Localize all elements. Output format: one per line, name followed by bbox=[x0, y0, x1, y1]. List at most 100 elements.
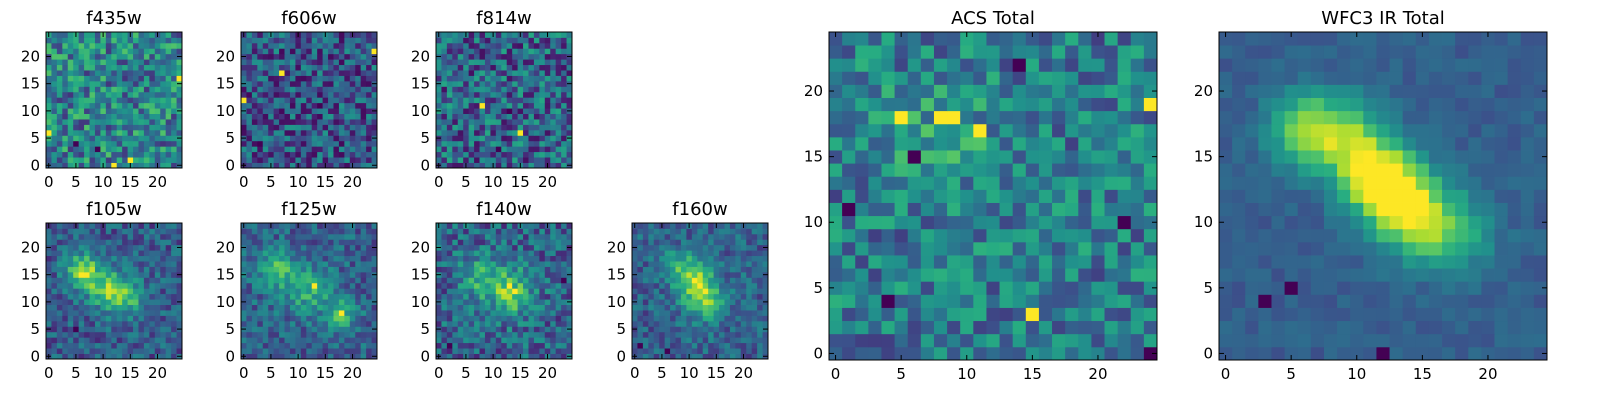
heatmap-cell bbox=[441, 315, 448, 322]
heatmap-cell bbox=[436, 97, 442, 104]
heatmap-cell bbox=[686, 239, 693, 246]
heatmap-cell bbox=[268, 140, 275, 147]
heatmap-cell bbox=[539, 223, 546, 229]
heatmap-cell bbox=[474, 244, 480, 251]
heatmap-cell bbox=[273, 261, 280, 267]
heatmap-cell bbox=[317, 250, 323, 257]
heatmap-cell bbox=[116, 119, 123, 125]
heatmap-cell bbox=[474, 304, 480, 311]
heatmap-cell bbox=[56, 135, 63, 142]
heatmap-cell bbox=[561, 70, 567, 76]
heatmap-cell bbox=[295, 48, 302, 55]
heatmap-cell bbox=[111, 113, 118, 120]
heatmap-cell bbox=[62, 277, 69, 284]
heatmap-cell bbox=[523, 124, 529, 131]
heatmap-cell bbox=[468, 348, 475, 354]
heatmap-cell bbox=[544, 42, 551, 49]
heatmap-cell bbox=[561, 129, 567, 136]
heatmap-cell bbox=[355, 271, 362, 278]
heatmap-cell bbox=[495, 320, 502, 327]
heatmap-cell bbox=[322, 64, 329, 71]
heatmap-cell bbox=[100, 75, 107, 82]
heatmap-cell bbox=[366, 91, 372, 98]
heatmap-cell bbox=[338, 326, 345, 333]
heatmap-cell bbox=[561, 348, 567, 354]
heatmap-cell bbox=[100, 266, 107, 273]
heatmap-cell bbox=[344, 108, 351, 114]
heatmap-cell bbox=[762, 250, 769, 257]
heatmap-cell bbox=[868, 320, 882, 335]
heatmap-cell bbox=[457, 228, 464, 235]
heatmap-cell bbox=[1038, 346, 1053, 361]
heatmap-cell bbox=[371, 75, 378, 82]
heatmap-cell bbox=[637, 261, 644, 267]
heatmap-cell bbox=[306, 124, 313, 131]
heatmap-cell bbox=[344, 271, 351, 278]
heatmap-cell bbox=[664, 293, 671, 300]
heatmap-cell bbox=[273, 250, 280, 257]
heatmap-cell bbox=[105, 337, 112, 344]
heatmap-cell bbox=[457, 310, 464, 316]
heatmap-cell bbox=[111, 91, 118, 98]
heatmap-cell bbox=[306, 53, 313, 60]
heatmap-cell bbox=[702, 304, 709, 311]
heatmap-cell bbox=[94, 113, 101, 120]
heatmap-cell bbox=[349, 70, 356, 76]
heatmap-cell bbox=[111, 151, 118, 158]
heatmap-cell bbox=[1143, 189, 1158, 203]
heatmap-cell bbox=[62, 353, 69, 360]
heatmap-cell bbox=[122, 299, 128, 305]
heatmap-cell bbox=[73, 331, 80, 338]
heatmap-cell bbox=[842, 163, 856, 177]
heatmap-cell bbox=[495, 59, 502, 66]
heatmap-cell bbox=[366, 97, 372, 104]
heatmap-cell bbox=[176, 288, 183, 295]
heatmap-cell bbox=[675, 315, 682, 322]
heatmap-cell bbox=[360, 293, 367, 300]
heatmap-cell bbox=[1025, 268, 1040, 282]
heatmap-cell bbox=[122, 239, 128, 246]
heatmap-cell bbox=[512, 255, 518, 262]
heatmap-cell bbox=[468, 129, 475, 136]
heatmap-cell bbox=[517, 337, 524, 344]
heatmap-cell bbox=[165, 97, 172, 104]
heatmap-cell bbox=[122, 271, 128, 278]
heatmap-cell bbox=[523, 331, 529, 338]
heatmap-cell bbox=[544, 239, 551, 246]
heatmap-cell bbox=[311, 140, 318, 147]
heatmap-cell bbox=[338, 59, 345, 66]
heatmap-cell bbox=[94, 97, 101, 104]
heatmap-cell bbox=[62, 102, 69, 109]
heatmap-cell bbox=[751, 261, 758, 267]
heatmap-cell bbox=[479, 59, 486, 66]
heatmap-cell bbox=[506, 59, 513, 66]
heatmap-cell bbox=[251, 266, 258, 273]
heatmap-cell bbox=[642, 326, 649, 333]
heatmap-cell bbox=[311, 320, 318, 327]
heatmap-cell bbox=[311, 326, 318, 333]
heatmap-cell bbox=[338, 119, 345, 125]
heatmap-cell bbox=[920, 215, 935, 230]
heatmap-cell bbox=[295, 315, 302, 322]
heatmap-cell bbox=[67, 102, 74, 109]
heatmap-cell bbox=[523, 97, 529, 104]
heatmap-cell bbox=[360, 64, 367, 71]
heatmap-cell bbox=[446, 228, 453, 235]
heatmap-cell bbox=[257, 315, 264, 322]
heatmap-cell bbox=[111, 64, 118, 71]
heatmap-cell bbox=[446, 293, 453, 300]
heatmap-cell bbox=[550, 140, 557, 147]
heatmap-cell bbox=[78, 250, 85, 257]
heatmap-cell bbox=[279, 108, 285, 114]
heatmap-cell bbox=[94, 86, 101, 93]
heatmap-cell bbox=[306, 342, 313, 349]
heatmap-cell bbox=[659, 304, 666, 311]
heatmap-cell bbox=[165, 244, 172, 251]
heatmap-cell bbox=[78, 91, 85, 98]
heatmap-cell bbox=[300, 331, 307, 338]
heatmap-cell bbox=[528, 223, 535, 229]
heatmap-cell bbox=[495, 42, 502, 49]
heatmap-cell bbox=[484, 261, 491, 267]
heatmap-cell bbox=[78, 353, 85, 360]
heatmap-cell bbox=[262, 86, 269, 93]
